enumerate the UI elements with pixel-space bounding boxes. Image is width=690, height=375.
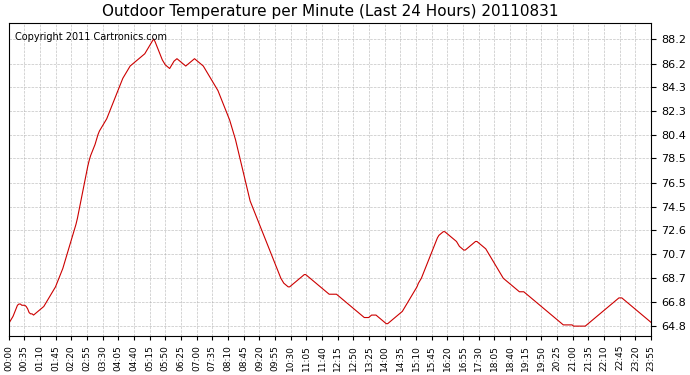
Title: Outdoor Temperature per Minute (Last 24 Hours) 20110831: Outdoor Temperature per Minute (Last 24 … <box>101 4 558 19</box>
Text: Copyright 2011 Cartronics.com: Copyright 2011 Cartronics.com <box>15 33 167 42</box>
